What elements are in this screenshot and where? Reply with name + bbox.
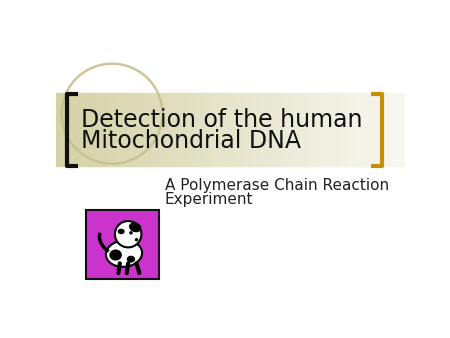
Ellipse shape [129, 222, 141, 232]
Circle shape [115, 221, 141, 247]
Bar [340, 93, 345, 166]
Bar [261, 93, 266, 166]
Bar [204, 93, 210, 166]
Bar [283, 93, 288, 166]
Bar [196, 93, 201, 166]
Bar [270, 93, 275, 166]
Bar [117, 93, 122, 166]
Bar [100, 93, 105, 166]
Bar [187, 93, 192, 166]
Bar [209, 93, 214, 166]
Ellipse shape [109, 249, 122, 261]
Bar [78, 93, 83, 166]
Bar [348, 93, 353, 166]
Text: Detection of the human: Detection of the human [81, 108, 363, 132]
Bar [322, 93, 327, 166]
Bar [292, 93, 297, 166]
Bar [331, 93, 336, 166]
Bar [104, 93, 109, 166]
Bar [357, 93, 362, 166]
Ellipse shape [118, 229, 125, 234]
Bar [95, 93, 101, 166]
Bar [152, 93, 158, 166]
Bar [108, 93, 114, 166]
Bar [305, 93, 310, 166]
Bar [174, 93, 179, 166]
Bar [191, 93, 197, 166]
Bar [235, 93, 240, 166]
Bar [213, 93, 218, 166]
Bar [344, 93, 349, 166]
Bar [135, 93, 140, 166]
Bar [383, 93, 388, 166]
Bar [230, 93, 236, 166]
Bar [266, 93, 270, 166]
Bar [86, 210, 159, 279]
Bar [148, 93, 153, 166]
Ellipse shape [127, 256, 135, 263]
Bar [222, 93, 227, 166]
Bar [122, 93, 127, 166]
Bar [314, 93, 319, 166]
Bar [257, 93, 262, 166]
Bar [61, 93, 66, 166]
Bar [366, 93, 371, 166]
Bar [200, 93, 205, 166]
Bar [374, 93, 380, 166]
Bar [252, 93, 257, 166]
Bar [318, 93, 323, 166]
Text: Mitochondrial DNA: Mitochondrial DNA [81, 129, 301, 153]
Bar [178, 93, 184, 166]
Bar [56, 93, 61, 166]
Bar [370, 93, 375, 166]
Bar [274, 93, 279, 166]
Bar [279, 93, 284, 166]
Bar [335, 93, 340, 166]
Bar [361, 93, 367, 166]
Bar [226, 93, 231, 166]
Bar [113, 93, 118, 166]
Bar [144, 93, 149, 166]
Bar [139, 93, 144, 166]
Bar [87, 93, 92, 166]
Text: Experiment: Experiment [165, 192, 253, 208]
Bar [296, 93, 301, 166]
Bar [170, 93, 175, 166]
Bar [161, 93, 166, 166]
Bar [165, 93, 171, 166]
Bar [379, 93, 384, 166]
Bar [126, 93, 131, 166]
Bar [248, 93, 253, 166]
Ellipse shape [106, 240, 142, 267]
Text: A Polymerase Chain Reaction: A Polymerase Chain Reaction [165, 178, 389, 193]
Bar [400, 93, 406, 166]
Bar [301, 93, 306, 166]
Bar [309, 93, 314, 166]
Bar [327, 93, 332, 166]
Bar [387, 93, 393, 166]
Bar [130, 93, 135, 166]
Bar [91, 93, 96, 166]
Circle shape [129, 231, 133, 235]
Bar [353, 93, 358, 166]
Bar [157, 93, 162, 166]
Bar [239, 93, 244, 166]
Bar [287, 93, 292, 166]
Bar [69, 93, 74, 166]
Bar [217, 93, 223, 166]
Bar [65, 93, 70, 166]
Bar [244, 93, 249, 166]
Bar [392, 93, 397, 166]
Bar [82, 93, 88, 166]
Bar [183, 93, 188, 166]
Circle shape [135, 238, 138, 241]
Bar [396, 93, 401, 166]
Bar [74, 93, 79, 166]
